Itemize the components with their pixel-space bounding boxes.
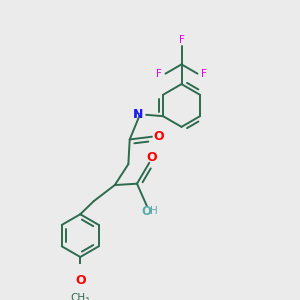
Text: CH₃: CH₃ <box>70 293 90 300</box>
Text: N: N <box>133 108 143 121</box>
Text: H: H <box>135 110 142 120</box>
Text: O: O <box>75 274 86 287</box>
Text: H: H <box>150 206 158 216</box>
Text: O: O <box>153 130 164 143</box>
Text: F: F <box>178 35 184 45</box>
Text: O: O <box>141 205 151 218</box>
Text: F: F <box>201 69 207 79</box>
Text: O: O <box>147 151 158 164</box>
Text: F: F <box>156 69 162 79</box>
